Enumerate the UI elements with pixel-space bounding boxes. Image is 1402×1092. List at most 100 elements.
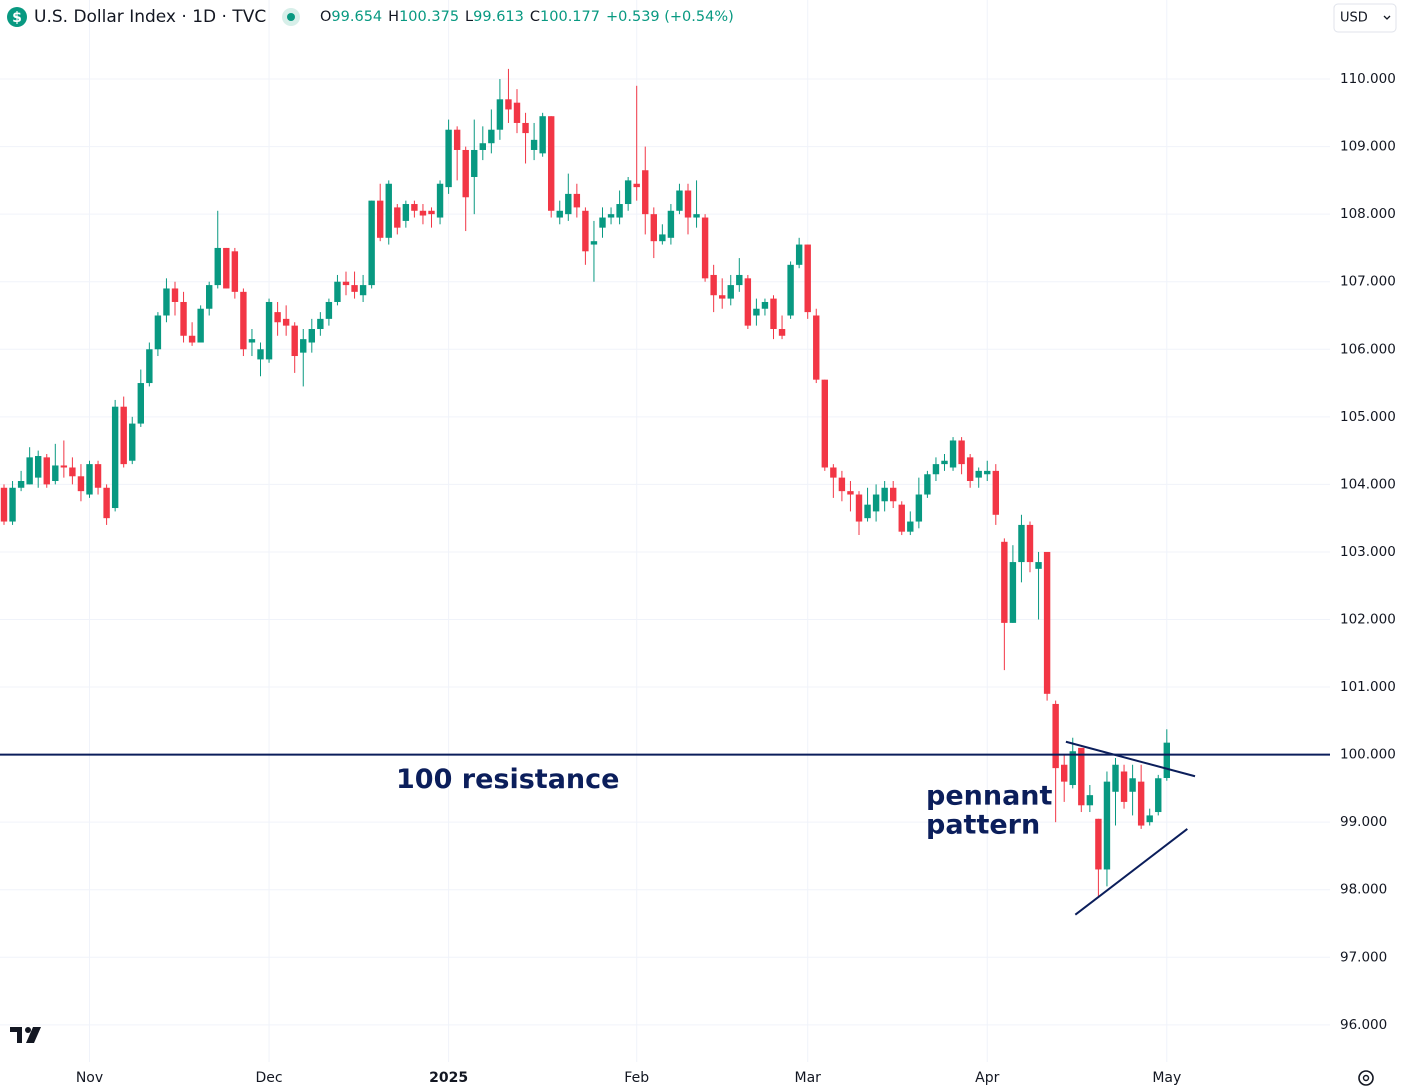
candle-body	[616, 204, 623, 218]
candle-body	[898, 504, 905, 532]
candle-body	[436, 183, 444, 218]
trendline	[1065, 740, 1196, 778]
y-tick-label: 110.000	[1340, 71, 1396, 87]
candle-body	[411, 204, 418, 211]
candle-body	[188, 335, 196, 343]
candle-body	[556, 210, 563, 218]
candle-body	[770, 298, 777, 330]
x-tick-label: Mar	[794, 1070, 821, 1086]
candle-body	[368, 200, 375, 286]
candle-body	[548, 116, 555, 211]
settings-button[interactable]	[1358, 1070, 1374, 1086]
legend-value: 99.654	[331, 9, 382, 25]
candle-body	[300, 339, 307, 353]
currency-chevron	[1383, 15, 1391, 20]
candle-body	[864, 504, 871, 519]
candle-body	[445, 129, 452, 188]
candle-body	[1103, 781, 1111, 870]
candle-body	[428, 210, 435, 215]
candle-body	[471, 149, 478, 177]
legend-value: 100.375	[399, 9, 459, 25]
candle-body	[881, 487, 888, 502]
candle-body	[1018, 524, 1025, 563]
y-tick-label: 105.000	[1340, 409, 1396, 425]
currency-label: USD	[1340, 11, 1368, 26]
candle-body	[137, 383, 144, 424]
y-tick-label: 109.000	[1340, 139, 1396, 155]
candle-body	[479, 143, 486, 150]
y-tick-label: 99.000	[1340, 814, 1387, 830]
pattern-label: pennant	[926, 781, 1053, 812]
candle-body	[26, 457, 33, 485]
symbol-title[interactable]: U.S. Dollar Index · 1D · TVC	[34, 7, 266, 27]
candle-body	[992, 470, 999, 515]
candle-body	[52, 465, 59, 482]
candle-body	[282, 318, 290, 326]
candle-body	[530, 139, 538, 150]
candle-body	[958, 440, 965, 465]
legend-key: H	[388, 9, 399, 25]
candle-body	[659, 234, 666, 242]
candle-body	[17, 481, 25, 488]
candle-body	[915, 494, 923, 522]
candle-body	[513, 102, 521, 123]
candle-body	[1069, 751, 1076, 786]
candle-body	[539, 116, 546, 154]
candle-body	[1086, 795, 1094, 806]
x-tick-label: 2025	[429, 1070, 468, 1086]
candle-body	[1043, 551, 1051, 694]
grid	[0, 0, 1330, 1062]
x-tick-label: Dec	[256, 1070, 283, 1086]
symbol-icon-glyph: $	[12, 10, 22, 26]
candle-body	[9, 487, 16, 522]
y-tick-label: 102.000	[1340, 612, 1396, 628]
candle-body	[1155, 778, 1162, 813]
candle-body	[1129, 778, 1136, 792]
candle-body	[325, 301, 333, 319]
candle-body	[1026, 524, 1034, 563]
candle-body	[496, 99, 504, 130]
pattern-label: pattern	[926, 810, 1040, 841]
candle-body	[171, 288, 179, 302]
candle-body	[744, 278, 752, 326]
candle-body	[890, 487, 897, 502]
candle-body	[223, 247, 230, 289]
candle-body	[94, 464, 102, 488]
candle-body	[86, 464, 93, 495]
candle-body	[385, 183, 392, 238]
legend-change: +0.539 (+0.54%)	[606, 9, 734, 25]
candle-body	[419, 210, 427, 216]
candle-body	[488, 129, 495, 144]
legend-key: C	[530, 9, 540, 25]
x-tick-label: Apr	[975, 1070, 999, 1086]
candle-body	[932, 464, 940, 475]
candle-body	[941, 460, 948, 465]
x-tick-label: May	[1152, 1070, 1181, 1086]
candle-body	[265, 301, 273, 360]
candle-body	[778, 329, 786, 336]
candle-body	[77, 476, 85, 492]
currency-button[interactable]	[1333, 3, 1397, 33]
candle-body	[624, 180, 632, 205]
candle-body	[154, 315, 162, 350]
candle-body	[847, 491, 854, 495]
candle-body	[984, 470, 991, 475]
candle-body	[642, 170, 649, 215]
candle-body	[1035, 562, 1042, 569]
candle-body	[1078, 747, 1085, 806]
candle-body	[727, 285, 734, 299]
candle-body	[821, 379, 828, 468]
legend-value: 99.613	[473, 9, 524, 25]
y-tick-label: 103.000	[1340, 544, 1396, 560]
candle-body	[573, 193, 581, 208]
candle-body	[522, 122, 529, 134]
candle-body	[1120, 771, 1128, 802]
candle-body	[607, 214, 615, 218]
candle-body	[1137, 781, 1145, 826]
candle-body	[804, 244, 811, 313]
candle-body	[872, 494, 880, 512]
candle-body	[813, 315, 820, 380]
y-tick-label: 98.000	[1340, 882, 1387, 898]
candle-body	[761, 301, 769, 309]
candle-body	[975, 470, 982, 478]
